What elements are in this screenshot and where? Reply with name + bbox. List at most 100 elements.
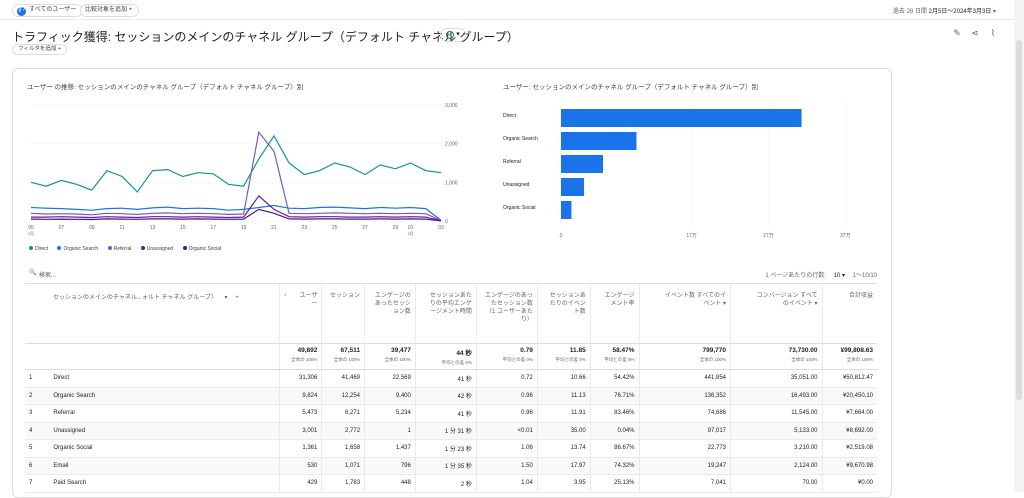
- table-row[interactable]: 1 Direct 31,306 41,469 22,569 41 秒 0.72 10.66 54…: [25, 369, 877, 388]
- channel-name[interactable]: Paid Search: [49, 474, 280, 493]
- x-tick-label: 17万: [686, 233, 697, 239]
- share-icon[interactable]: ⋖: [971, 28, 979, 38]
- total-cell: 58.47% 平均との差 0%: [589, 343, 640, 370]
- series-line-direct: [30, 134, 442, 193]
- metric-cell: 19,247: [638, 457, 731, 475]
- search-input[interactable]: 検索...: [39, 273, 57, 279]
- channel-name[interactable]: Organic Social: [49, 439, 280, 458]
- x-tick-label: 09: [89, 225, 95, 231]
- sort-arrow-icon: ↓: [283, 292, 287, 298]
- legend-item[interactable]: Organic Social: [182, 246, 221, 252]
- page-scrollbar[interactable]: [1014, 0, 1024, 492]
- legend-item[interactable]: Organic Search: [57, 246, 98, 252]
- total-cell: 44 秒平均との差 0%: [414, 343, 477, 370]
- channel-name[interactable]: Unassigned: [49, 422, 280, 440]
- metric-cell: 796: [364, 457, 416, 475]
- page-title: トラフィック獲得: セッションのメインのチャネル グループ（デフォルト チャネル…: [12, 30, 519, 44]
- row-index: 2: [25, 387, 50, 405]
- table-row[interactable]: 5 Organic Social 1,361 1,658 1,437 1 分 23 秒 1.…: [25, 439, 877, 458]
- bar-label: Organic Search: [503, 136, 538, 142]
- series-line-referral: [30, 130, 442, 222]
- legend-item[interactable]: Unassigned: [140, 246, 173, 252]
- x-tick-label: 0: [560, 233, 563, 239]
- x-tick-label: 17: [210, 225, 216, 231]
- status-check-chip[interactable]: ✓ ▾: [440, 28, 466, 42]
- audience-chip-label: すべてのユーザー: [29, 7, 77, 13]
- column-header-conversions[interactable]: コンバージョン すべてのイベント ▾: [730, 283, 823, 344]
- add-dimension-button[interactable]: +: [235, 295, 239, 301]
- dimension-header-label: セッションのメインのチャネル...ォルト チャネル グループ）: [53, 295, 217, 301]
- metric-cell: 1.04: [475, 474, 538, 493]
- row-index: 5: [25, 439, 50, 458]
- column-header-users[interactable]: ↓ ユーザー: [278, 283, 322, 344]
- column-header-engaged-per-user[interactable]: エンゲージのあったセッション数（1 ユーザーあたり）: [475, 283, 538, 344]
- column-header-events-per-session[interactable]: セッションあたりのイベント数: [536, 283, 591, 344]
- column-header-event-count[interactable]: イベント数 すべてのイベント ▾: [638, 283, 731, 344]
- row-index: 3: [25, 404, 50, 423]
- y-tick-label: 3,000: [445, 103, 458, 109]
- metric-cell: 136,352: [638, 387, 731, 405]
- table-row[interactable]: 6 Email 530 1,071 796 1 分 35 秒 1.50 17.97 74.32%…: [25, 457, 877, 475]
- bar-label: Organic Social: [503, 205, 536, 211]
- channel-name[interactable]: Direct: [49, 369, 280, 388]
- metric-cell: ¥7,664.00: [821, 404, 877, 423]
- metric-cell: ¥50,812.47: [821, 369, 877, 388]
- metric-cell: 1,658: [321, 439, 365, 458]
- metric-cell: 530: [278, 457, 322, 475]
- audience-chip[interactable]: すべすべてのユーザー: [12, 4, 84, 17]
- dimension-column-header[interactable]: セッションのメインのチャネル...ォルト チャネル グループ） ▾ +: [25, 283, 280, 344]
- metric-cell: 1,071: [321, 457, 365, 475]
- metric-cell: ¥8,692.00: [821, 422, 877, 440]
- series-line-organic-search: [30, 204, 442, 221]
- table-row[interactable]: 3 Referral 5,473 6,271 5,234 41 秒 0.96 11.91 83.…: [25, 404, 877, 423]
- metric-cell: 10.66: [536, 369, 591, 388]
- edit-icon[interactable]: ✎: [953, 28, 961, 38]
- metric-cell: 74.32%: [589, 457, 640, 475]
- table-row[interactable]: 4 Unassigned 3,001 2,772 1 1 分 31 秒 <0.01 35.00…: [25, 422, 877, 440]
- x-tick-label: 03: [438, 225, 444, 231]
- channel-name[interactable]: Email: [49, 457, 280, 475]
- search-icon: 🔍: [29, 270, 37, 276]
- insights-icon[interactable]: ⌇: [990, 28, 996, 38]
- date-range-picker[interactable]: 過去 28 日間 2月5日～2024年3月3日 ▾: [893, 6, 996, 15]
- metric-cell: 1 分 23 秒: [414, 439, 477, 458]
- column-header-engagement-rate[interactable]: エンゲージメント率: [589, 283, 640, 344]
- metric-cell: 25.13%: [589, 474, 640, 493]
- metric-cell: 41,469: [321, 369, 365, 388]
- legend-item[interactable]: Referral: [107, 246, 131, 252]
- column-header-sessions[interactable]: セッション: [321, 283, 365, 344]
- metric-cell: 5,473: [278, 404, 322, 423]
- y-tick-label: 2,000: [445, 142, 458, 148]
- channel-name[interactable]: Referral: [49, 404, 280, 423]
- metric-cell: 35.00: [536, 422, 591, 440]
- total-cell: ¥99,808.63 全体の 100%: [821, 343, 877, 370]
- channel-name[interactable]: Organic Search: [49, 387, 280, 405]
- rows-per-page-select[interactable]: 10 ▾: [833, 273, 845, 279]
- scrollbar-thumb[interactable]: [1016, 40, 1022, 400]
- total-cell: 73,730.00 全体の 100%: [730, 343, 823, 370]
- metric-cell: 16,493.00: [730, 387, 823, 405]
- metric-cell: 1,783: [321, 474, 365, 493]
- table-row[interactable]: 7 Paid Search 429 1,783 448 2 秒 1.04 3.95 25.13%…: [25, 474, 877, 493]
- column-header-total-revenue[interactable]: 合計収益: [821, 283, 877, 344]
- bar-unassigned: [561, 178, 585, 196]
- column-header-avg-engagement-time[interactable]: セッションあたりの平均エンゲージメント時間: [414, 283, 477, 344]
- y-tick-label: 1,000: [445, 180, 458, 186]
- metric-cell: 1,437: [364, 439, 416, 458]
- chevron-down-icon: ▾: [224, 295, 228, 301]
- table-row[interactable]: 2 Organic Search 9,824 12,254 9,400 42 秒 0.96 1…: [25, 387, 877, 405]
- metric-cell: 0.96: [475, 387, 538, 405]
- add-filter-chip[interactable]: フィルタを追加 +: [12, 44, 68, 55]
- add-comparison-chip[interactable]: 比較対象を追加 +: [80, 4, 140, 17]
- metric-cell: 448: [364, 474, 416, 493]
- column-header-engaged-sessions[interactable]: エンゲージのあったセッション数: [364, 283, 416, 344]
- x-tick-label: 21: [271, 225, 277, 231]
- metric-cell: <0.01: [475, 422, 538, 440]
- legend-item[interactable]: Direct: [29, 246, 48, 252]
- total-cell: 799,770 全体の 100%: [638, 343, 731, 370]
- metric-cell: 6,271: [321, 404, 365, 423]
- metric-cell: 429: [278, 474, 322, 493]
- metric-cell: 22,773: [638, 439, 731, 458]
- row-index: 7: [25, 474, 50, 493]
